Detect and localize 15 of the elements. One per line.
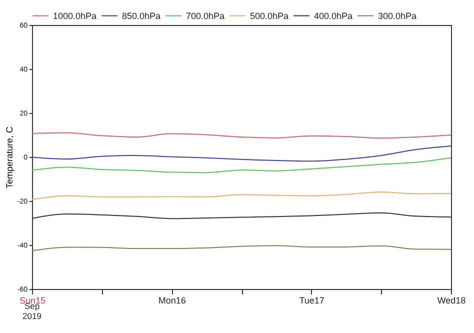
legend-label: 400.0hPa [314, 10, 353, 21]
line-series [32, 191, 451, 200]
line-series [32, 157, 451, 174]
legend-label: 500.0hPa [250, 10, 289, 21]
x-tick-label: Sun15 [19, 296, 46, 306]
x-tick-label: Wed18 [437, 296, 466, 306]
legend-label: 850.0hPa [122, 10, 161, 21]
x-tick-label: Tue17 [299, 296, 324, 306]
legend-label: 1000.0hPa [53, 10, 97, 21]
x-tick-label: Mon16 [158, 296, 186, 306]
text: 2019 [22, 311, 42, 321]
legend-label: 700.0hPa [186, 10, 225, 21]
line-series [32, 146, 451, 162]
legend-label: 300.0hPa [378, 10, 417, 21]
y-axis-title: Temperature, C [4, 126, 14, 189]
